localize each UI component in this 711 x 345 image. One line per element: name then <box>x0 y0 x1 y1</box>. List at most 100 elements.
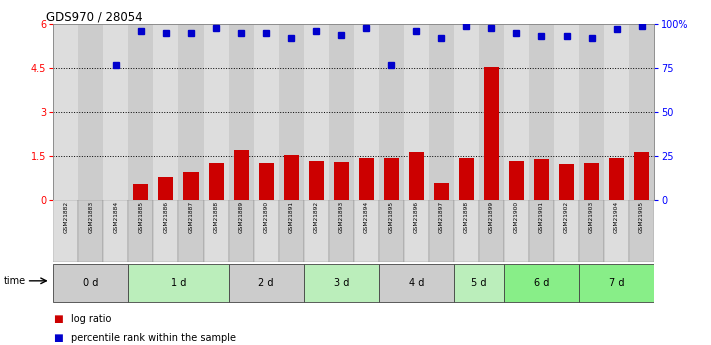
Bar <box>604 24 629 200</box>
Text: 7 d: 7 d <box>609 278 624 288</box>
Bar <box>178 200 203 262</box>
Text: 5 d: 5 d <box>471 278 486 288</box>
Text: GSM21891: GSM21891 <box>289 201 294 233</box>
Bar <box>434 183 449 200</box>
Bar <box>379 200 404 262</box>
Text: GSM21901: GSM21901 <box>539 201 544 233</box>
Text: GSM21896: GSM21896 <box>414 201 419 233</box>
Bar <box>404 24 429 200</box>
Bar <box>103 24 129 200</box>
Bar <box>554 24 579 200</box>
Text: 2 d: 2 d <box>258 278 274 288</box>
Bar <box>208 162 223 200</box>
Text: GSM21894: GSM21894 <box>364 201 369 234</box>
Bar <box>479 200 504 262</box>
Text: GDS970 / 28054: GDS970 / 28054 <box>46 10 143 23</box>
Bar <box>404 200 429 262</box>
Text: GSM21887: GSM21887 <box>188 201 193 234</box>
Bar <box>604 200 629 262</box>
Bar <box>154 200 178 262</box>
Bar <box>203 200 228 262</box>
Text: GSM21895: GSM21895 <box>389 201 394 234</box>
Bar <box>78 200 103 262</box>
Bar <box>233 150 249 200</box>
Text: GSM21886: GSM21886 <box>164 201 169 233</box>
Bar <box>609 158 624 200</box>
Bar <box>534 159 549 200</box>
Bar <box>579 24 604 200</box>
Bar <box>304 200 328 262</box>
Text: GSM21885: GSM21885 <box>139 201 144 234</box>
Bar <box>134 184 149 200</box>
Bar <box>228 24 254 200</box>
Bar <box>279 200 304 262</box>
Bar <box>333 162 348 200</box>
Bar <box>178 24 203 200</box>
Bar <box>484 67 499 200</box>
Bar <box>259 164 274 200</box>
Text: 6 d: 6 d <box>534 278 549 288</box>
Text: log ratio: log ratio <box>71 314 112 324</box>
Bar <box>328 200 353 262</box>
Text: GSM21902: GSM21902 <box>564 201 569 234</box>
Bar <box>584 164 599 200</box>
Bar <box>504 24 529 200</box>
Bar <box>279 24 304 200</box>
Bar <box>129 264 228 302</box>
Bar <box>529 24 554 200</box>
Bar <box>309 161 324 200</box>
Text: 0 d: 0 d <box>83 278 99 288</box>
Bar <box>154 24 178 200</box>
Text: GSM21900: GSM21900 <box>514 201 519 234</box>
Bar <box>53 24 78 200</box>
Bar <box>579 264 654 302</box>
Bar <box>579 200 604 262</box>
Bar <box>504 200 529 262</box>
Text: GSM21892: GSM21892 <box>314 201 319 234</box>
Text: GSM21898: GSM21898 <box>464 201 469 234</box>
Bar <box>228 264 304 302</box>
Bar <box>529 200 554 262</box>
Text: 4 d: 4 d <box>409 278 424 288</box>
Bar <box>228 200 254 262</box>
Bar <box>454 24 479 200</box>
Bar <box>454 200 479 262</box>
Text: ■: ■ <box>53 333 63 343</box>
Text: GSM21893: GSM21893 <box>338 201 343 234</box>
Text: GSM21884: GSM21884 <box>114 201 119 234</box>
Text: GSM21904: GSM21904 <box>614 201 619 234</box>
Bar <box>379 264 454 302</box>
Text: GSM21905: GSM21905 <box>639 201 644 234</box>
Bar <box>129 200 154 262</box>
Bar <box>183 172 198 200</box>
Bar <box>53 264 129 302</box>
Bar <box>479 24 504 200</box>
Bar <box>353 200 379 262</box>
Text: GSM21883: GSM21883 <box>88 201 93 234</box>
Bar <box>454 264 504 302</box>
Bar <box>629 24 654 200</box>
Bar <box>509 160 524 200</box>
Bar <box>559 164 574 200</box>
Bar <box>429 24 454 200</box>
Bar <box>159 177 173 200</box>
Text: GSM21882: GSM21882 <box>63 201 68 234</box>
Bar <box>384 158 399 200</box>
Bar <box>203 24 228 200</box>
Text: time: time <box>4 276 26 286</box>
Text: percentile rank within the sample: percentile rank within the sample <box>71 333 236 343</box>
Bar <box>629 200 654 262</box>
Bar <box>304 264 379 302</box>
Text: ■: ■ <box>53 314 63 324</box>
Bar <box>78 24 103 200</box>
Text: GSM21903: GSM21903 <box>589 201 594 234</box>
Bar <box>409 152 424 200</box>
Bar <box>254 24 279 200</box>
Bar <box>504 264 579 302</box>
Text: GSM21899: GSM21899 <box>489 201 494 234</box>
Bar <box>103 200 129 262</box>
Bar <box>634 152 649 200</box>
Bar <box>359 158 374 200</box>
Text: GSM21890: GSM21890 <box>264 201 269 234</box>
Text: 3 d: 3 d <box>333 278 349 288</box>
